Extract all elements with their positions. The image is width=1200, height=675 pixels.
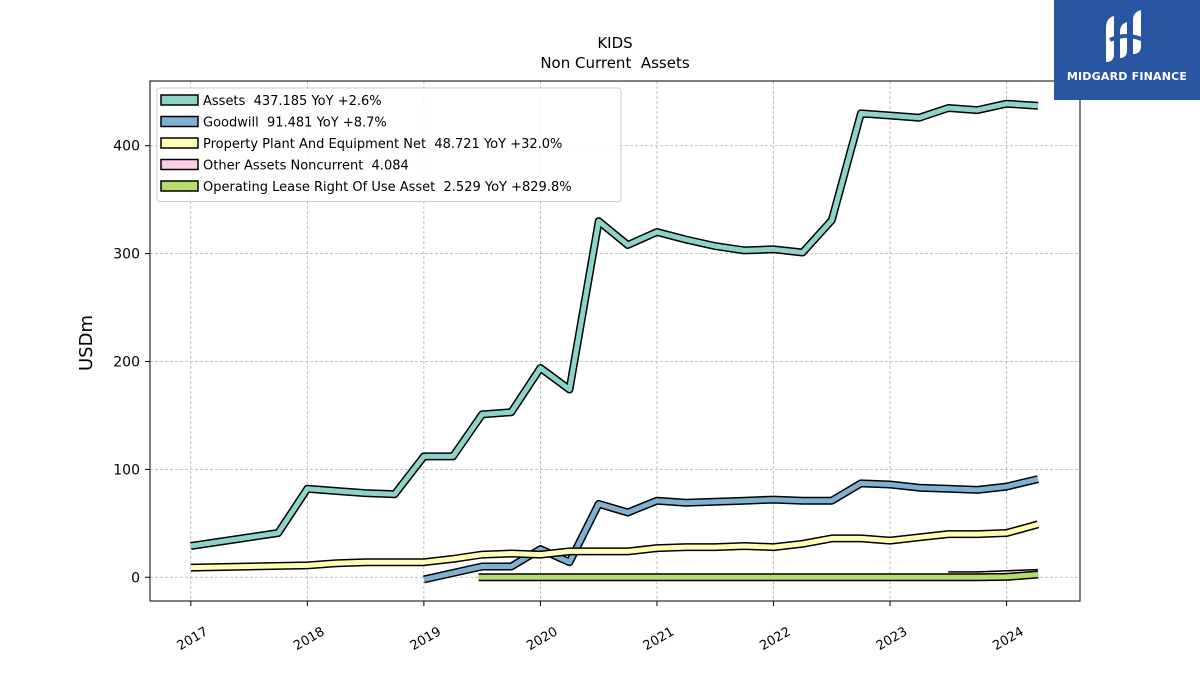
legend-swatch — [160, 158, 199, 171]
x-tick-label: 2023 — [874, 624, 910, 654]
x-tick-label: 2017 — [175, 624, 211, 654]
chart-title: KIDS — [597, 34, 632, 52]
y-tick-label: 200 — [113, 354, 140, 370]
x-tick-label: 2024 — [990, 624, 1026, 654]
x-tick-label: 2022 — [757, 624, 793, 654]
legend-swatch — [160, 137, 199, 149]
series-line — [190, 101, 1039, 549]
series-lines — [190, 99, 1040, 584]
y-tick-label: 0 — [131, 570, 140, 586]
company-logo: MIDGARD FINANCE — [1054, 0, 1200, 100]
chart-subtitle: Non Current Assets — [540, 54, 690, 72]
legend-label: Assets 437.185 YoY +2.6% — [203, 94, 382, 109]
legend-label: Other Assets Noncurrent 4.084 — [203, 159, 409, 174]
legend-box — [156, 87, 622, 202]
x-tick-label: 2019 — [408, 624, 444, 654]
legend-swatch — [160, 94, 199, 106]
plot-frame — [149, 80, 1081, 602]
x-tick-label: 2018 — [291, 624, 327, 654]
x-tick-label: 2020 — [524, 624, 560, 654]
legend-label: Goodwill 91.481 YoY +8.7% — [203, 116, 387, 131]
legend-label: Operating Lease Right Of Use Asset 2.529… — [203, 180, 572, 195]
y-tick-label: 300 — [113, 247, 140, 263]
legend: Assets 437.185 YoY +2.6% Goodwill 91.481 … — [156, 87, 622, 202]
x-tick-label: 2021 — [641, 624, 677, 654]
legend-swatch — [160, 180, 199, 192]
y-axis-label: USDm — [76, 315, 97, 371]
series-line — [190, 521, 1039, 571]
logo-mark-icon — [1106, 10, 1145, 62]
series-line — [478, 572, 1039, 580]
y-tick-label: 400 — [113, 139, 140, 155]
series-line — [423, 476, 1039, 582]
series-outline — [190, 520, 1040, 572]
y-tick-label: 100 — [113, 462, 140, 478]
legend-label: Property Plant And Equipment Net 48.721 … — [203, 137, 562, 152]
legend-swatch — [160, 115, 199, 128]
logo-name: MIDGARD FINANCE — [1066, 70, 1188, 83]
